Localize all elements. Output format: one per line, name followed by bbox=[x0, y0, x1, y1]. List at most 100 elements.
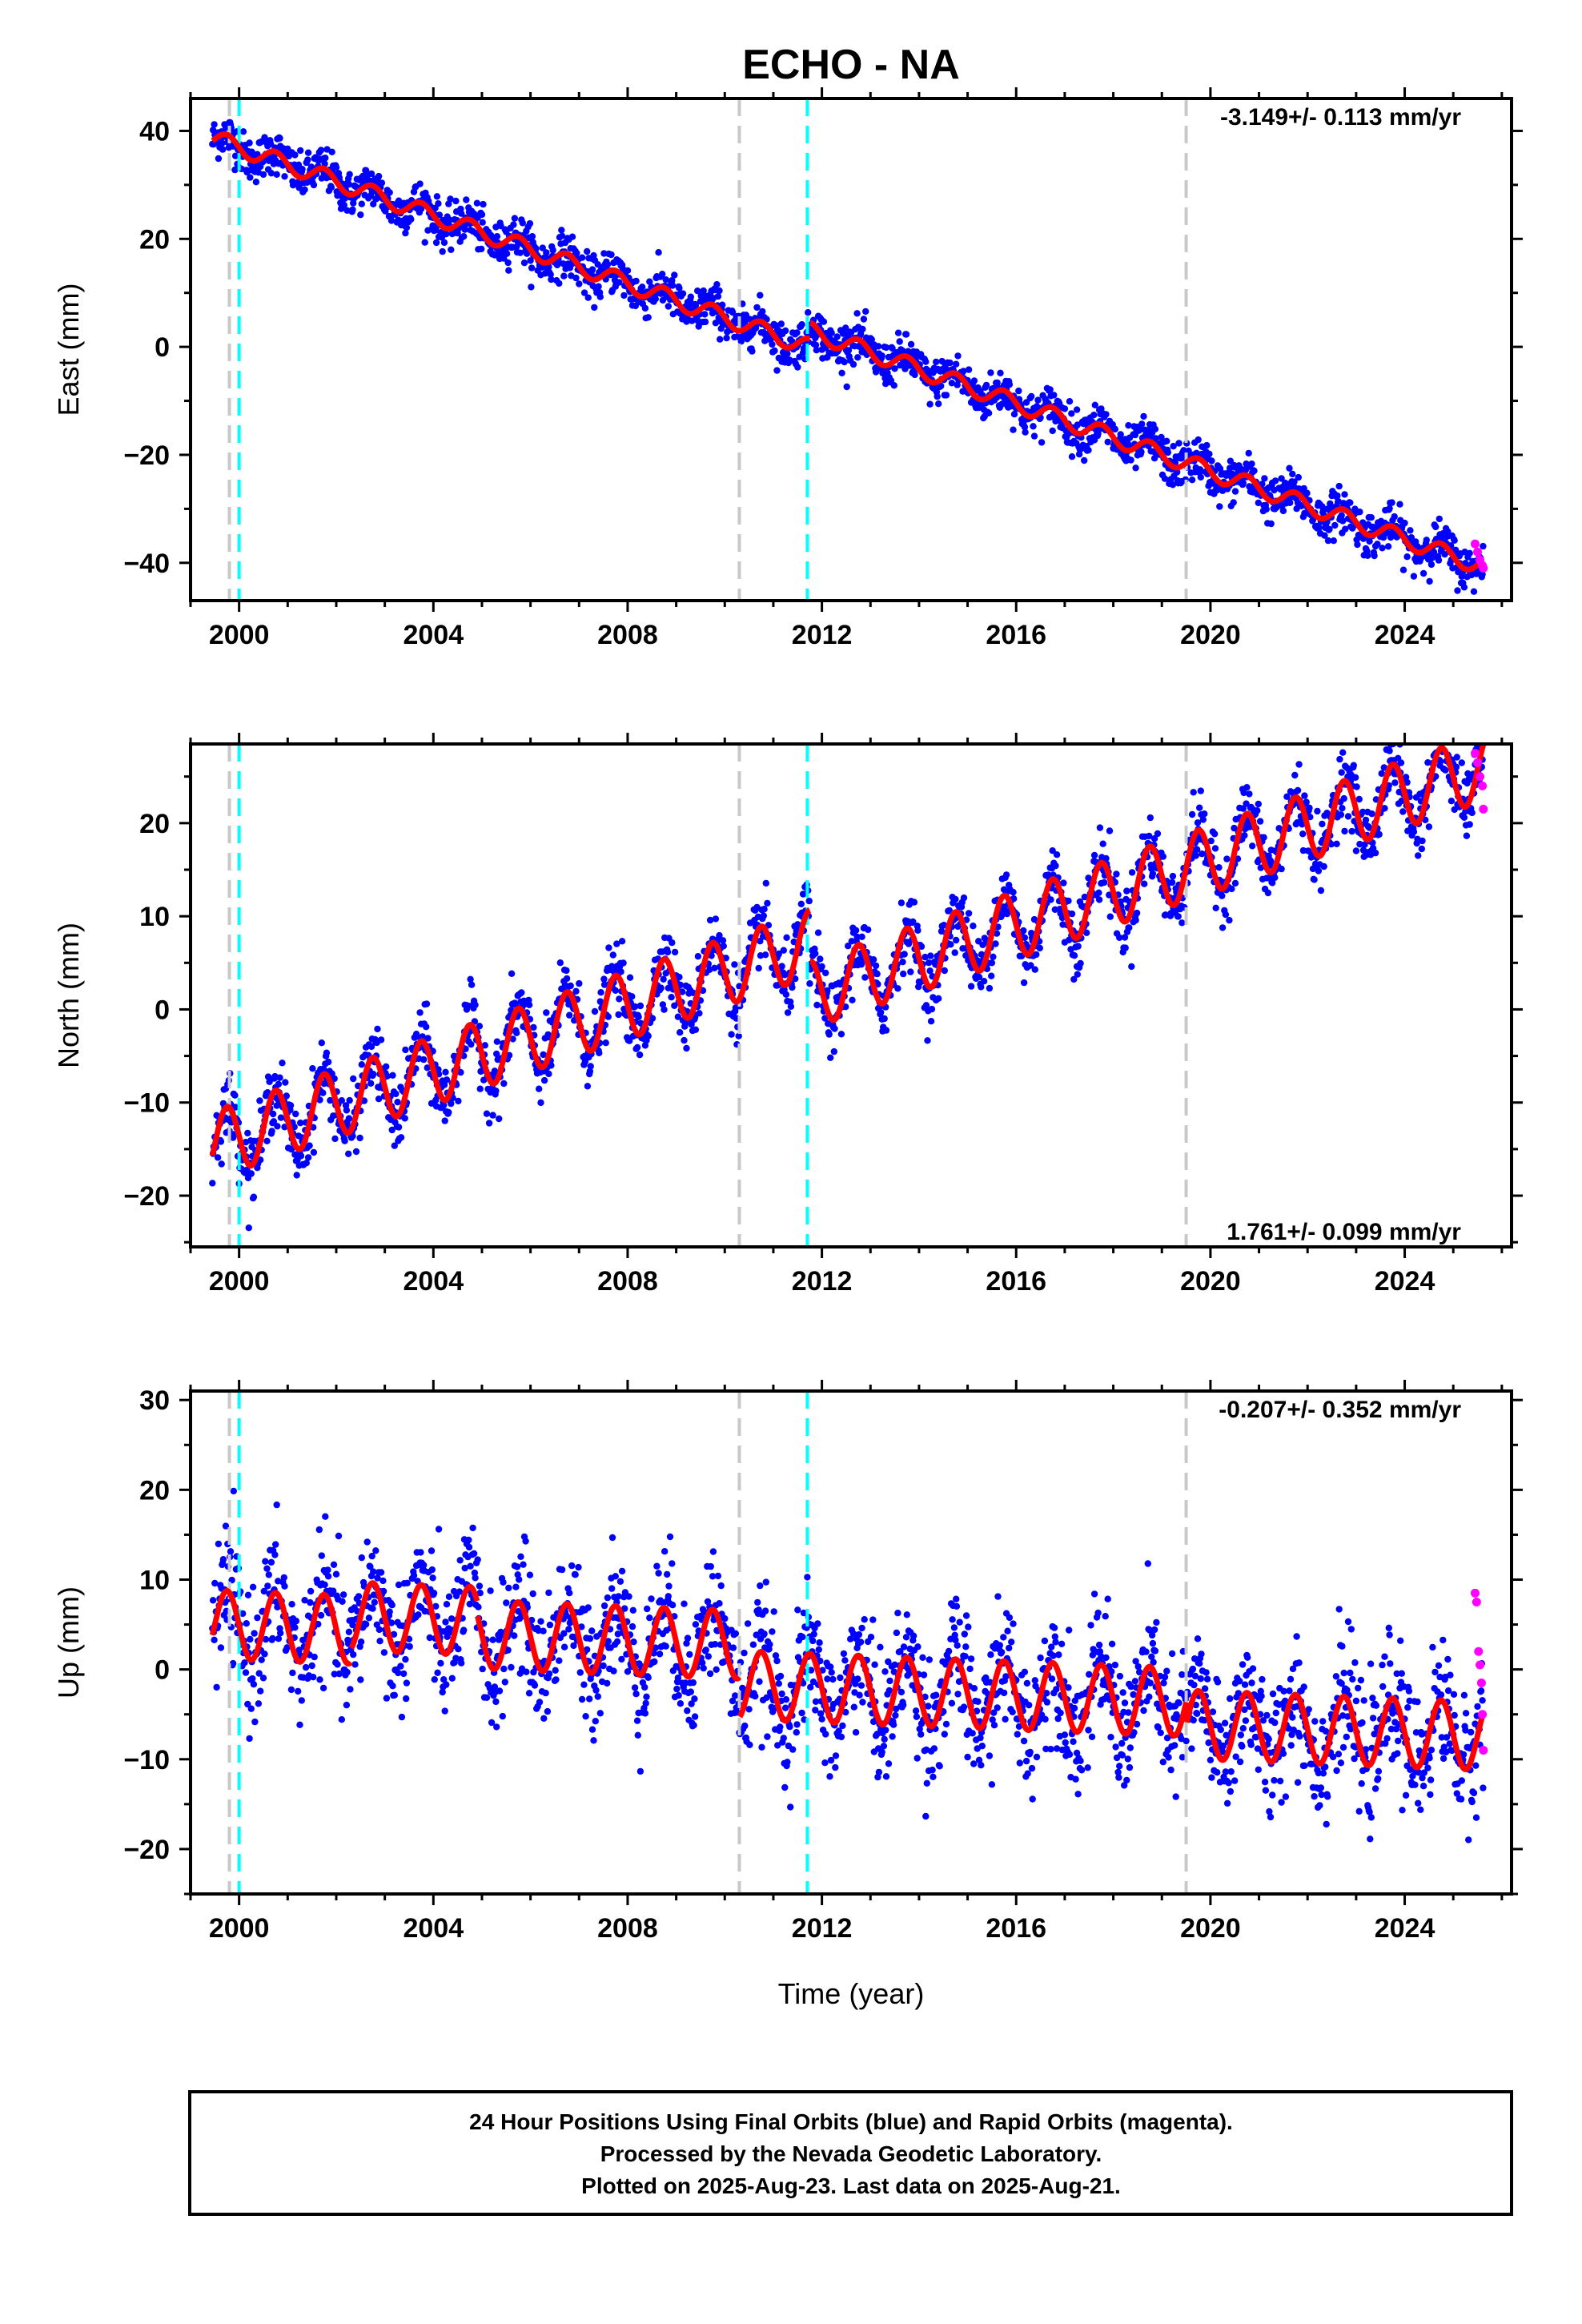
north-final-point bbox=[1474, 736, 1480, 742]
east-final-point bbox=[523, 250, 531, 257]
east-final-point bbox=[723, 334, 730, 342]
north-final-point bbox=[659, 1001, 667, 1008]
north-final-point bbox=[953, 936, 960, 944]
up-final-point bbox=[529, 1590, 536, 1598]
north-final-point bbox=[416, 1009, 424, 1016]
north-final-point bbox=[1315, 867, 1323, 875]
up-final-point bbox=[267, 1558, 275, 1566]
east-final-point bbox=[1454, 587, 1461, 594]
east-final-point bbox=[749, 348, 756, 355]
east-final-point bbox=[1331, 521, 1339, 529]
north-final-point bbox=[1174, 913, 1182, 920]
up-final-point bbox=[370, 1568, 377, 1575]
east-final-point bbox=[987, 369, 994, 376]
north-final-point bbox=[1190, 789, 1197, 796]
east-final-point bbox=[267, 170, 275, 177]
up-final-point bbox=[222, 1522, 230, 1530]
east-final-point bbox=[1216, 503, 1223, 510]
up-final-point bbox=[319, 1684, 327, 1692]
north-final-point bbox=[1150, 835, 1158, 842]
north-final-point bbox=[671, 948, 679, 956]
up-final-point bbox=[397, 1663, 404, 1670]
up-final-point bbox=[406, 1642, 413, 1651]
east-final-point bbox=[1347, 499, 1354, 506]
north-final-point bbox=[440, 1101, 448, 1109]
up-final-point bbox=[254, 1614, 261, 1622]
north-final-point bbox=[367, 1080, 375, 1088]
east-final-point bbox=[301, 186, 308, 193]
up-final-point bbox=[316, 1676, 323, 1683]
east-final-point bbox=[1248, 460, 1255, 468]
east-final-point bbox=[938, 382, 945, 390]
north-final-point bbox=[1132, 916, 1139, 924]
up-final-point bbox=[439, 1688, 446, 1696]
east-final-point bbox=[367, 170, 375, 178]
north-final-point bbox=[865, 926, 872, 934]
east-final-point bbox=[717, 336, 724, 343]
north-final-point bbox=[947, 941, 954, 948]
north-final-point bbox=[706, 916, 714, 924]
north-final-point bbox=[1317, 887, 1325, 895]
up-final-point bbox=[308, 1662, 315, 1670]
east-final-point bbox=[948, 380, 956, 387]
north-final-point bbox=[1361, 841, 1368, 848]
east-final-point bbox=[942, 392, 950, 399]
east-final-point bbox=[679, 290, 687, 297]
north-final-point bbox=[633, 1043, 641, 1051]
east-final-point bbox=[676, 284, 683, 292]
east-final-point bbox=[753, 304, 761, 312]
north-final-point bbox=[1149, 870, 1157, 878]
up-final-point bbox=[310, 1674, 317, 1681]
north-final-point bbox=[563, 975, 571, 983]
up-final-point bbox=[335, 1532, 343, 1540]
east-final-point bbox=[1429, 554, 1436, 561]
north-final-point bbox=[1168, 879, 1176, 887]
north-final-point bbox=[587, 1063, 594, 1070]
east-final-point bbox=[1022, 428, 1029, 436]
north-final-point bbox=[1375, 830, 1383, 838]
east-final-point bbox=[526, 219, 534, 227]
up-final-point bbox=[291, 1624, 299, 1631]
east-model-curve bbox=[211, 131, 1485, 573]
north-final-point bbox=[1010, 895, 1018, 903]
north-final-point bbox=[496, 1115, 503, 1123]
up-final-point bbox=[271, 1551, 279, 1558]
north-final-point bbox=[493, 1038, 501, 1045]
east-final-point bbox=[1407, 534, 1415, 541]
up-final-point bbox=[295, 1687, 302, 1695]
east-final-point bbox=[671, 271, 678, 279]
east-final-point bbox=[402, 229, 409, 237]
east-panel: 2000 2004 2008 2012 2016 2020 202440200−20−40E… bbox=[52, 87, 1523, 650]
north-final-point bbox=[563, 967, 570, 975]
north-final-point bbox=[1219, 892, 1226, 899]
up-final-point bbox=[552, 1676, 560, 1683]
up-final-point bbox=[239, 1610, 247, 1618]
east-final-point bbox=[273, 171, 280, 178]
north-final-point bbox=[794, 921, 801, 928]
east-final-point bbox=[1127, 456, 1134, 464]
north-final-point bbox=[350, 1075, 357, 1083]
north-x-tick-label: 2016 bbox=[986, 1266, 1046, 1297]
up-final-point bbox=[546, 1621, 554, 1629]
up-final-point bbox=[471, 1569, 479, 1577]
north-final-point bbox=[679, 988, 686, 995]
north-final-point bbox=[1095, 896, 1103, 903]
east-final-point bbox=[219, 146, 227, 153]
up-final-point bbox=[525, 1690, 533, 1697]
north-final-point bbox=[1159, 853, 1167, 860]
north-final-point bbox=[728, 1031, 735, 1038]
north-final-point bbox=[508, 970, 516, 978]
up-final-point bbox=[503, 1599, 510, 1606]
east-final-point bbox=[694, 287, 701, 295]
north-y-tick-label: 0 bbox=[155, 995, 170, 1025]
up-final-point bbox=[512, 1583, 520, 1590]
north-final-point bbox=[1462, 808, 1469, 815]
east-final-point bbox=[1255, 499, 1263, 507]
east-final-point bbox=[922, 358, 930, 365]
north-final-point bbox=[477, 1068, 484, 1076]
north-final-point bbox=[287, 1146, 295, 1153]
north-final-point bbox=[821, 1015, 829, 1022]
up-final-point bbox=[435, 1526, 443, 1533]
north-final-point bbox=[572, 987, 580, 995]
north-rate-label: 1.761+/- 0.099 mm/yr bbox=[1227, 1219, 1461, 1245]
